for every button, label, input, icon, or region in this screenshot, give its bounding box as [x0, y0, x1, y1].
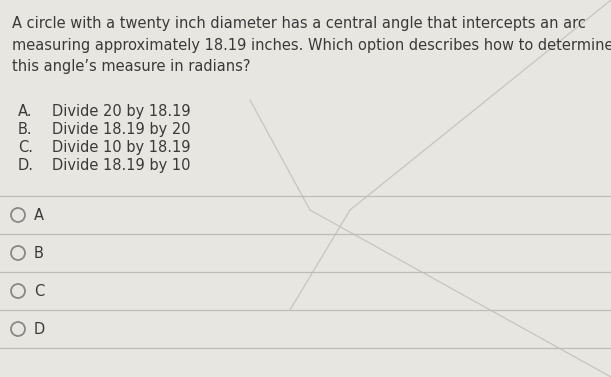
Text: A.: A.: [18, 104, 32, 119]
Text: C: C: [34, 284, 44, 299]
Text: Divide 20 by 18.19: Divide 20 by 18.19: [52, 104, 191, 119]
Text: Divide 18.19 by 20: Divide 18.19 by 20: [52, 122, 191, 137]
Text: B: B: [34, 245, 44, 261]
Text: D: D: [34, 322, 45, 337]
Text: C.: C.: [18, 140, 33, 155]
Text: A: A: [34, 207, 44, 222]
Text: Divide 10 by 18.19: Divide 10 by 18.19: [52, 140, 191, 155]
Text: D.: D.: [18, 158, 34, 173]
Text: Divide 18.19 by 10: Divide 18.19 by 10: [52, 158, 191, 173]
Text: B.: B.: [18, 122, 32, 137]
Text: A circle with a twenty inch diameter has a central angle that intercepts an arc
: A circle with a twenty inch diameter has…: [12, 16, 611, 74]
